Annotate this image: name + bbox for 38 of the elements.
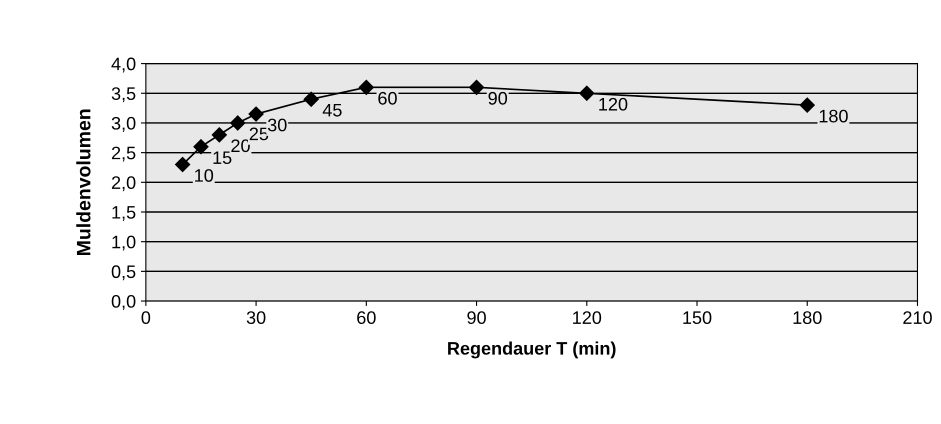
x-tick-label: 180 bbox=[794, 311, 822, 324]
point bbox=[230, 115, 246, 131]
y-tick-label: 3,0 bbox=[112, 116, 136, 132]
point bbox=[193, 139, 209, 154]
y-tick-label: 2,5 bbox=[112, 146, 136, 162]
annotation: 180 bbox=[820, 110, 848, 122]
point bbox=[579, 86, 594, 101]
annotation: 120 bbox=[599, 98, 628, 111]
y-tick-label: 0,5 bbox=[112, 265, 136, 280]
x-tick-label: 210 bbox=[903, 311, 932, 324]
point bbox=[175, 156, 190, 172]
y-tick-label: 1,0 bbox=[112, 236, 136, 251]
annotation: 60 bbox=[378, 92, 397, 105]
annotation: 10 bbox=[195, 169, 214, 182]
point bbox=[212, 127, 227, 142]
annotation: 90 bbox=[488, 92, 508, 105]
annotation: 15 bbox=[213, 151, 232, 164]
x-tick-label: 0 bbox=[142, 311, 150, 324]
x-tick-label: 90 bbox=[467, 311, 486, 324]
x-tick-label: 120 bbox=[573, 311, 602, 324]
x-tick-label: 30 bbox=[246, 311, 266, 324]
y-tick-label: 3,5 bbox=[112, 87, 136, 102]
y-tick-label: 4,0 bbox=[111, 58, 136, 72]
point bbox=[800, 98, 815, 113]
annotation: 45 bbox=[322, 104, 342, 117]
x-axis-title: Regendauer T (min) bbox=[448, 341, 616, 358]
x-tick-label: 60 bbox=[357, 311, 376, 324]
y-tick-label: 2,0 bbox=[112, 176, 136, 192]
point bbox=[248, 106, 264, 122]
x-tick-label: 150 bbox=[683, 311, 712, 324]
annotation: 30 bbox=[268, 118, 287, 132]
point bbox=[468, 80, 484, 95]
y-axis-title: Muldenvolumen bbox=[76, 110, 91, 256]
y-tick-label: 0,0 bbox=[112, 294, 136, 310]
annotation: 25 bbox=[250, 128, 268, 140]
point bbox=[304, 92, 319, 107]
y-tick-label: 1,5 bbox=[112, 206, 136, 221]
point bbox=[358, 80, 374, 95]
